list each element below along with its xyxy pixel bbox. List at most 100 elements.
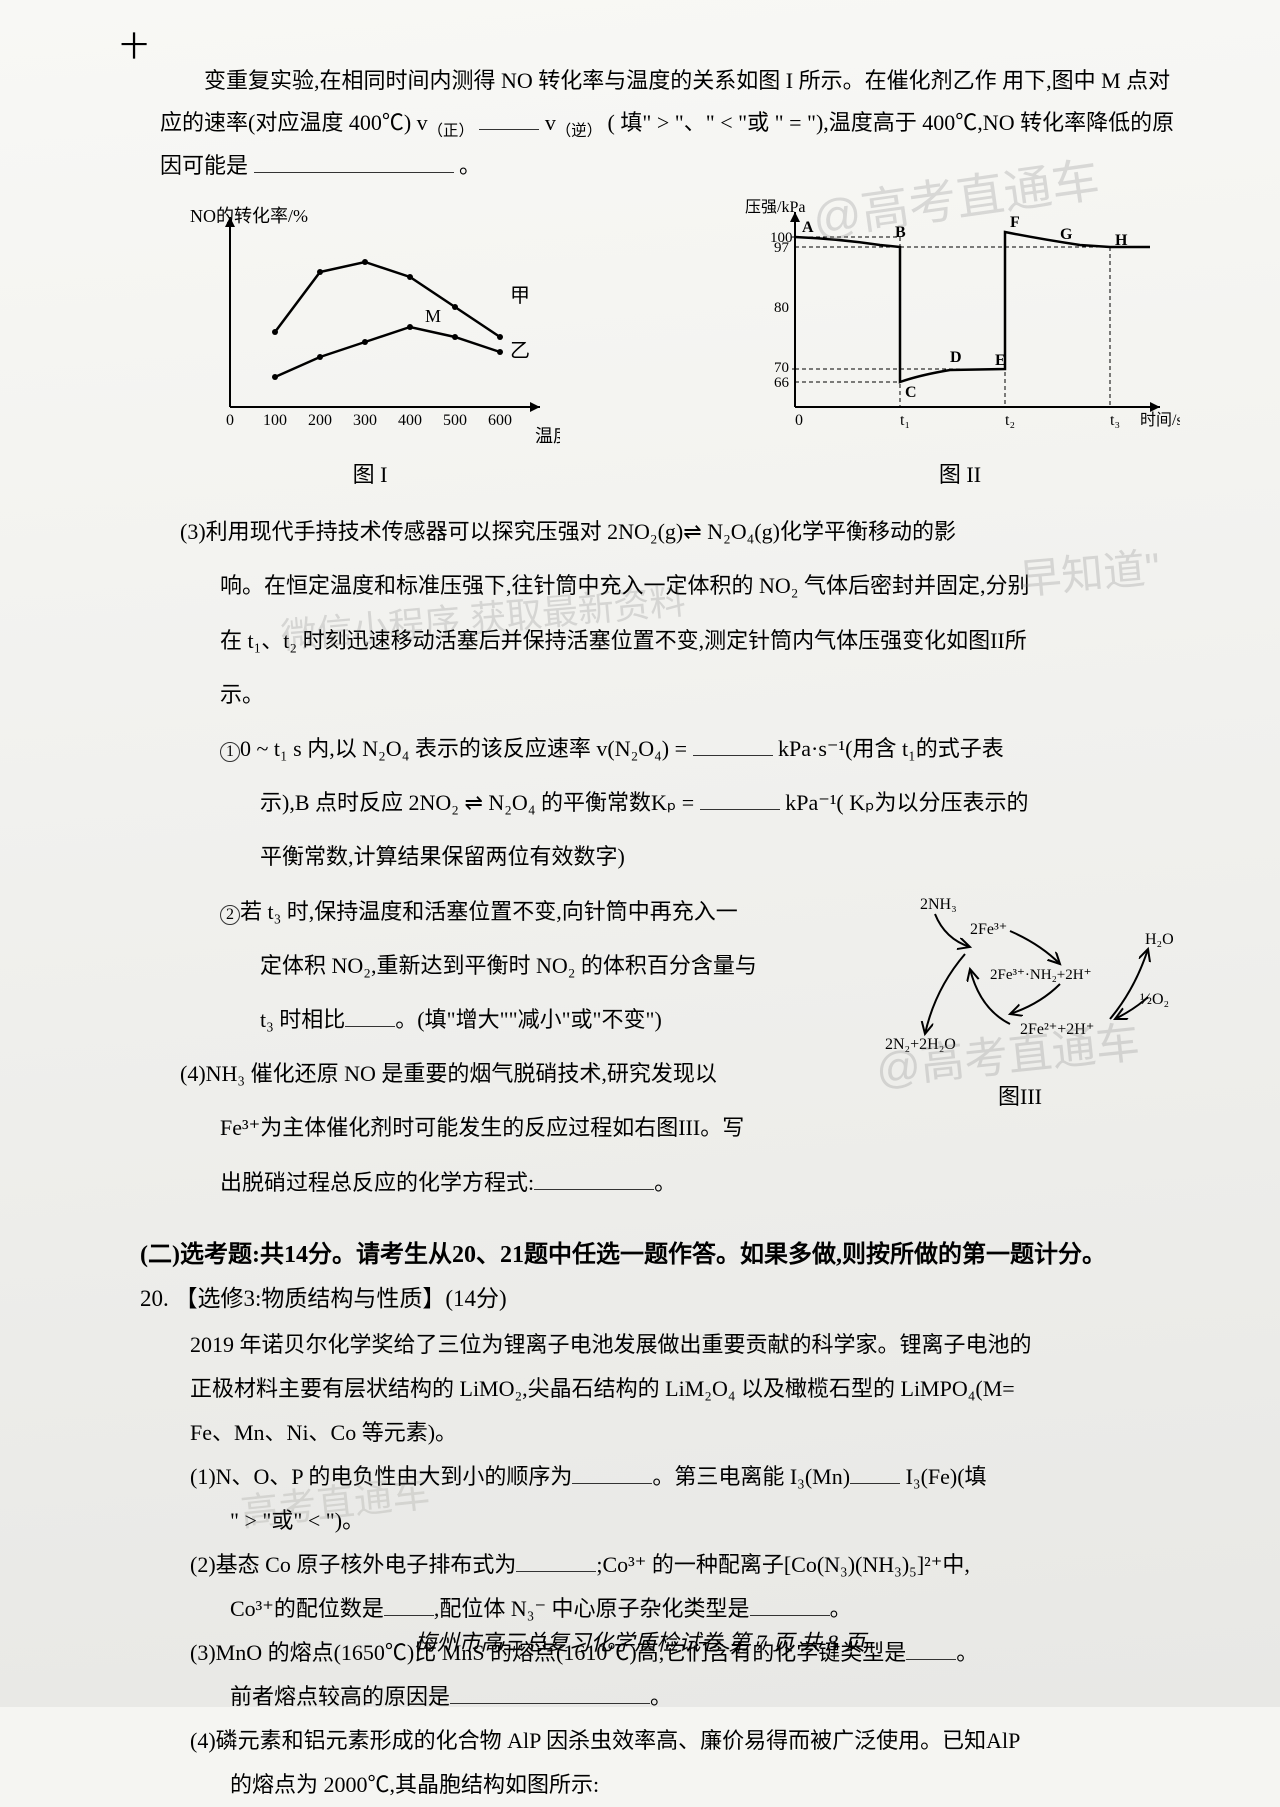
q20-2-t3: Co³⁺的配位数是 bbox=[230, 1596, 384, 1621]
q20-4-label: (4) bbox=[190, 1728, 216, 1753]
blank-mp-reason bbox=[450, 1703, 650, 1704]
section2-heading: (二)选考题:共14分。请考生从20、21题中任选一题作答。如果多做,则按所做的… bbox=[140, 1234, 1180, 1269]
fig2-caption: 图 II bbox=[740, 457, 1180, 489]
svg-text:时间/s: 时间/s bbox=[1140, 411, 1180, 429]
intro-line2b: v bbox=[545, 110, 556, 135]
q20-intro1: 2019 年诺贝尔化学奖给了三位为锂离子电池发展做出重要贡献的科学家。锂离子电池… bbox=[140, 1323, 1180, 1367]
q3-t1: 利用现代手持技术传感器可以探究压强对 2NO₂(g)⇌ N₂O₄(g)化学平衡移… bbox=[206, 519, 956, 544]
q20-num: 20. bbox=[140, 1286, 169, 1311]
q4-t3: 出脱硝过程总反应的化学方程式: bbox=[220, 1170, 534, 1195]
q4-end: 。 bbox=[654, 1170, 676, 1195]
q20-header: 20. 【选修3:物质结构与性质】(14分) bbox=[140, 1279, 1180, 1313]
figure-1-chart: 0 100 200 300 400 500 600 温度/℃ NO的转化率/% … bbox=[180, 197, 560, 447]
svg-text:甲: 甲 bbox=[510, 285, 530, 307]
svg-text:200: 200 bbox=[308, 412, 332, 429]
q4-label: (4) bbox=[180, 1061, 206, 1086]
intro-line2c: ( 填" > "、" < "或 bbox=[608, 110, 770, 135]
q3s1-t1: 0 ~ t₁ s 内,以 N₂O₄ 表示的该反应速率 v(N₂O₄) = bbox=[240, 736, 693, 761]
svg-text:t₃: t₃ bbox=[1110, 412, 1120, 429]
q20-2-t2: ;Co³⁺ 的一种配离子[Co(N₃)(NH₃)₅]²⁺中, bbox=[596, 1552, 970, 1577]
svg-text:66: 66 bbox=[774, 375, 790, 391]
q20-1-label: (1) bbox=[190, 1464, 216, 1489]
q3-sub1: 10 ~ t₁ s 内,以 N₂O₄ 表示的该反应速率 v(N₂O₄) = kP… bbox=[140, 726, 1180, 772]
sub-ni: （逆） bbox=[556, 122, 602, 139]
q4-l3: 出脱硝过程总反应的化学方程式: 。 bbox=[140, 1160, 1180, 1206]
svg-text:t₂: t₂ bbox=[1005, 412, 1015, 429]
svg-text:2N₂+2H₂O: 2N₂+2H₂O bbox=[885, 1036, 956, 1053]
q20-2-t1: 基态 Co 原子核外电子排布式为 bbox=[216, 1552, 517, 1577]
q20-1-l2: " > "或" < ")。 bbox=[140, 1499, 1180, 1543]
q3s1-t2: 示),B 点时反应 2NO₂ ⇌ N₂O₄ 的平衡常数Kₚ = bbox=[260, 790, 700, 815]
svg-text:H: H bbox=[1115, 232, 1128, 249]
q3s2-t1: 若 t₃ 时,保持温度和活塞位置不变,向针筒中再充入一 bbox=[240, 899, 738, 924]
svg-text:M: M bbox=[425, 306, 441, 326]
q20-4-l2: 的熔点为 2000℃,其晶胞结构如图所示: bbox=[140, 1763, 1180, 1807]
blank-reason bbox=[254, 147, 454, 173]
svg-text:0: 0 bbox=[795, 412, 803, 429]
q3s1-u1: kPa·s⁻¹(用含 t₁的式子表 bbox=[773, 736, 1004, 761]
q3-line2: 响。在恒定温度和标准压强下,往针筒中充入一定体积的 NO₂ 气体后密封并固定,分… bbox=[140, 563, 1180, 609]
blank-hybrid bbox=[750, 1615, 830, 1616]
corner-mark: 十 bbox=[120, 25, 148, 65]
q3-sub1-line2: 示),B 点时反应 2NO₂ ⇌ N₂O₄ 的平衡常数Kₚ = kPa⁻¹( K… bbox=[140, 780, 1180, 826]
q3s1-u2: kPa⁻¹( Kₚ为以分压表示的 bbox=[780, 790, 1029, 815]
svg-text:2Fe²⁺+2H⁺: 2Fe²⁺+2H⁺ bbox=[1020, 1021, 1094, 1038]
q20-1-t1: N、O、P 的电负性由大到小的顺序为 bbox=[216, 1464, 573, 1489]
svg-text:NO的转化率/%: NO的转化率/% bbox=[190, 206, 308, 226]
q20-1-t2: 。第三电离能 I₃(Mn) bbox=[652, 1464, 850, 1489]
q3-label: (3) bbox=[180, 519, 206, 544]
exam-page: 十 @高考直通车 早知道" 微信小程序 获取最新资料 @高考直通车 高考直通车 … bbox=[0, 0, 1280, 1707]
svg-text:C: C bbox=[905, 384, 917, 401]
fig3-caption: 图III bbox=[860, 1079, 1180, 1111]
intro-paragraph: 变重复实验,在相同时间内测得 NO 转化率与温度的关系如图 I 所示。在催化剂乙… bbox=[140, 60, 1180, 187]
q20-4-t1: 磷元素和铝元素形成的化合物 AlP 因杀虫效率高、廉价易得而被广泛使用。已知Al… bbox=[216, 1728, 1021, 1753]
svg-text:2Fe³⁺·NH₂+2H⁺: 2Fe³⁺·NH₂+2H⁺ bbox=[990, 967, 1092, 983]
q20-3-t3: 前者熔点较高的原因是 bbox=[230, 1684, 450, 1709]
svg-text:2Fe³⁺: 2Fe³⁺ bbox=[970, 921, 1007, 938]
q20-3-l2: 前者熔点较高的原因是。 bbox=[140, 1675, 1180, 1719]
figure-2-chart: 压强/kPa 100 97 80 70 66 0 t₁ t₂ t₃ 时间/s bbox=[740, 197, 1180, 447]
svg-text:0: 0 bbox=[226, 412, 234, 429]
blank-equation bbox=[534, 1189, 654, 1190]
q3-line3: 在 t₁、t₂ 时刻迅速移动活塞后并保持活塞位置不变,测定针筒内气体压强变化如图… bbox=[140, 618, 1180, 664]
blank-i3 bbox=[850, 1483, 900, 1484]
q20-intro3: Fe、Mn、Ni、Co 等元素)。 bbox=[140, 1411, 1180, 1455]
svg-text:400: 400 bbox=[398, 412, 422, 429]
q20-1: (1)N、O、P 的电负性由大到小的顺序为 。第三电离能 I₃(Mn) I₃(Fe… bbox=[140, 1455, 1180, 1499]
figure-3-box: 2NH₃ 2Fe³⁺ 2Fe³⁺·NH₂+2H⁺ 2Fe²⁺+2H⁺ 2N₂+2… bbox=[860, 889, 1180, 1111]
svg-text:乙: 乙 bbox=[510, 340, 530, 362]
blank-compare bbox=[479, 103, 539, 129]
q20-2-t5: 。 bbox=[830, 1596, 852, 1621]
svg-text:80: 80 bbox=[774, 300, 789, 316]
svg-text:B: B bbox=[895, 224, 906, 241]
svg-text:D: D bbox=[950, 349, 962, 366]
circled-1: 1 bbox=[220, 742, 240, 762]
figure-2-box: 压强/kPa 100 97 80 70 66 0 t₁ t₂ t₃ 时间/s bbox=[740, 197, 1180, 489]
svg-text:温度/℃: 温度/℃ bbox=[535, 426, 560, 446]
svg-text:H₂O: H₂O bbox=[1145, 931, 1174, 948]
svg-text:100: 100 bbox=[263, 412, 287, 429]
fig1-caption: 图 I bbox=[180, 457, 560, 489]
svg-text:压强/kPa: 压强/kPa bbox=[745, 199, 805, 216]
intro-end: 。 bbox=[459, 153, 481, 178]
svg-text:70: 70 bbox=[774, 360, 789, 376]
q20-title: 【选修3:物质结构与性质】(14分) bbox=[175, 1286, 507, 1311]
blank-bond bbox=[906, 1659, 956, 1660]
blank-electroneg bbox=[572, 1483, 652, 1484]
blank-kp bbox=[700, 809, 780, 810]
svg-text:A: A bbox=[802, 219, 814, 236]
svg-text:t₁: t₁ bbox=[900, 412, 910, 429]
svg-text:600: 600 bbox=[488, 412, 512, 429]
svg-text:500: 500 bbox=[443, 412, 467, 429]
q20-1-t3: I₃(Fe)(填 bbox=[900, 1464, 986, 1489]
q4-l2: Fe³⁺为主体催化剂时可能发生的反应过程如右图III。写 bbox=[140, 1105, 1180, 1151]
circled-2: 2 bbox=[220, 905, 240, 925]
q20-2-label: (2) bbox=[190, 1552, 216, 1577]
svg-text:97: 97 bbox=[774, 240, 790, 256]
page-footer: 梅州市高三总复习化学质检试卷 第 7 页 共 8 页 bbox=[0, 1625, 1280, 1657]
svg-text:F: F bbox=[1010, 214, 1020, 231]
q4-t1: NH₃ 催化还原 NO 是重要的烟气脱硝技术,研究发现以 bbox=[206, 1061, 717, 1086]
blank-change bbox=[345, 1026, 395, 1027]
q20-intro2: 正极材料主要有层状结构的 LiMO₂,尖晶石结构的 LiM₂O₄ 以及橄榄石型的… bbox=[140, 1367, 1180, 1411]
q3-line4: 示。 bbox=[140, 672, 1180, 718]
